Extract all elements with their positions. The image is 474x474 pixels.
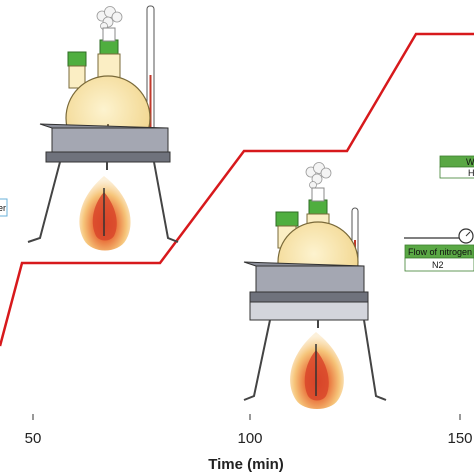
nitrogen-gas-label: N2 [432, 260, 444, 270]
x-axis-title: Time (min) [208, 456, 284, 473]
side-neck [68, 65, 86, 89]
side-stopper [275, 211, 299, 227]
tripod-stand-icon [243, 319, 387, 401]
nitrogen-gas-box [404, 257, 474, 272]
nitrogen-flow-group: Flow of nitrogen N2 [404, 228, 474, 272]
x-tick-label-50: 50 [25, 430, 42, 447]
steam-cloud-icon [305, 162, 332, 189]
center-adapter [311, 187, 325, 202]
heating-plate-icon [39, 123, 171, 163]
pressure-gauge-icon [458, 228, 474, 244]
flame-icon [79, 176, 131, 251]
steam-cloud-icon [96, 6, 123, 30]
tripod-stand-icon [27, 161, 179, 243]
right-box-top-text: W [466, 157, 474, 167]
heating-plate-icon [243, 261, 369, 321]
center-stopper [308, 199, 328, 215]
side-stopper [67, 51, 87, 67]
flame-icon [290, 332, 344, 409]
nitrogen-flow-label: Flow of nitrogen [408, 247, 472, 257]
apparatus-1 [27, 5, 179, 251]
x-tick-label-150: 150 [447, 430, 472, 447]
center-adapter [102, 27, 116, 42]
left-partial-label-text: er [0, 203, 6, 213]
apparatus-2 [243, 162, 387, 409]
left-partial-label: er [0, 198, 8, 217]
right-box-bottom-text: H [468, 168, 474, 178]
center-stopper [99, 39, 119, 55]
right-label-box: W H [439, 155, 474, 179]
x-tick-label-100: 100 [237, 430, 262, 447]
temperature-profile-line [0, 32, 474, 347]
